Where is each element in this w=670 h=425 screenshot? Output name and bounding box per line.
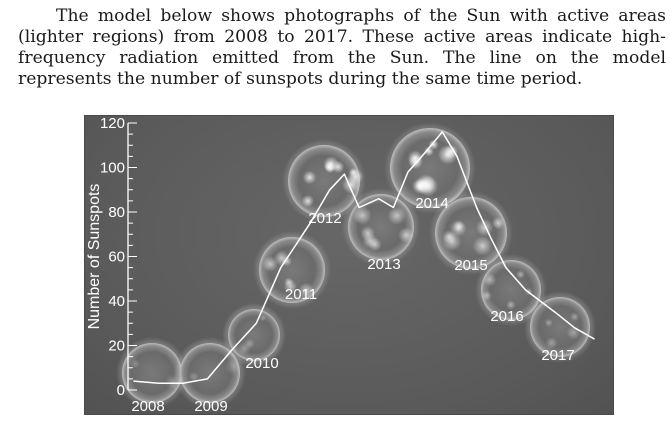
year-label-2016: 2016 <box>490 308 523 325</box>
sun-image-2012 <box>282 139 366 223</box>
sun-image-2015 <box>429 191 513 275</box>
sunspot-chart: 0 20 40 60 80 100 120 Number of Sunspots 2008 20… <box>86 115 596 415</box>
y-tick-label: 0 <box>117 382 125 399</box>
year-label-2008: 2008 <box>131 398 164 415</box>
sun-model-figure: 0 20 40 60 80 100 120 Number of Sunspots 2008 20… <box>84 115 614 415</box>
sun-image-2008 <box>116 337 188 409</box>
year-label-2015: 2015 <box>454 257 487 274</box>
y-tick-label: 100 <box>100 160 125 177</box>
year-label-2012: 2012 <box>308 210 341 227</box>
year-label-2009: 2009 <box>194 398 227 415</box>
year-label-2013: 2013 <box>367 256 400 273</box>
y-tick-label: 120 <box>100 115 125 132</box>
y-tick-label: 60 <box>108 249 125 266</box>
y-tick-label: 20 <box>108 338 125 355</box>
y-tick-label: 40 <box>108 293 125 310</box>
sun-image-2013 <box>342 188 420 266</box>
year-label-2017: 2017 <box>541 347 574 364</box>
y-tick-label: 80 <box>108 204 125 221</box>
sun-image-2016 <box>475 254 547 326</box>
year-label-2011: 2011 <box>285 286 317 303</box>
year-label-2010: 2010 <box>245 355 278 372</box>
year-label-2014: 2014 <box>415 195 448 212</box>
sunspot-line <box>133 131 595 385</box>
sun-image-2010 <box>222 303 286 367</box>
sun-image-2014 <box>384 122 476 214</box>
sun-image-2011 <box>253 231 331 309</box>
passage-text: The model below shows photographs of the… <box>18 6 666 89</box>
y-axis-label: Number of Sunspots <box>86 184 103 330</box>
sun-image-2017 <box>524 291 596 363</box>
